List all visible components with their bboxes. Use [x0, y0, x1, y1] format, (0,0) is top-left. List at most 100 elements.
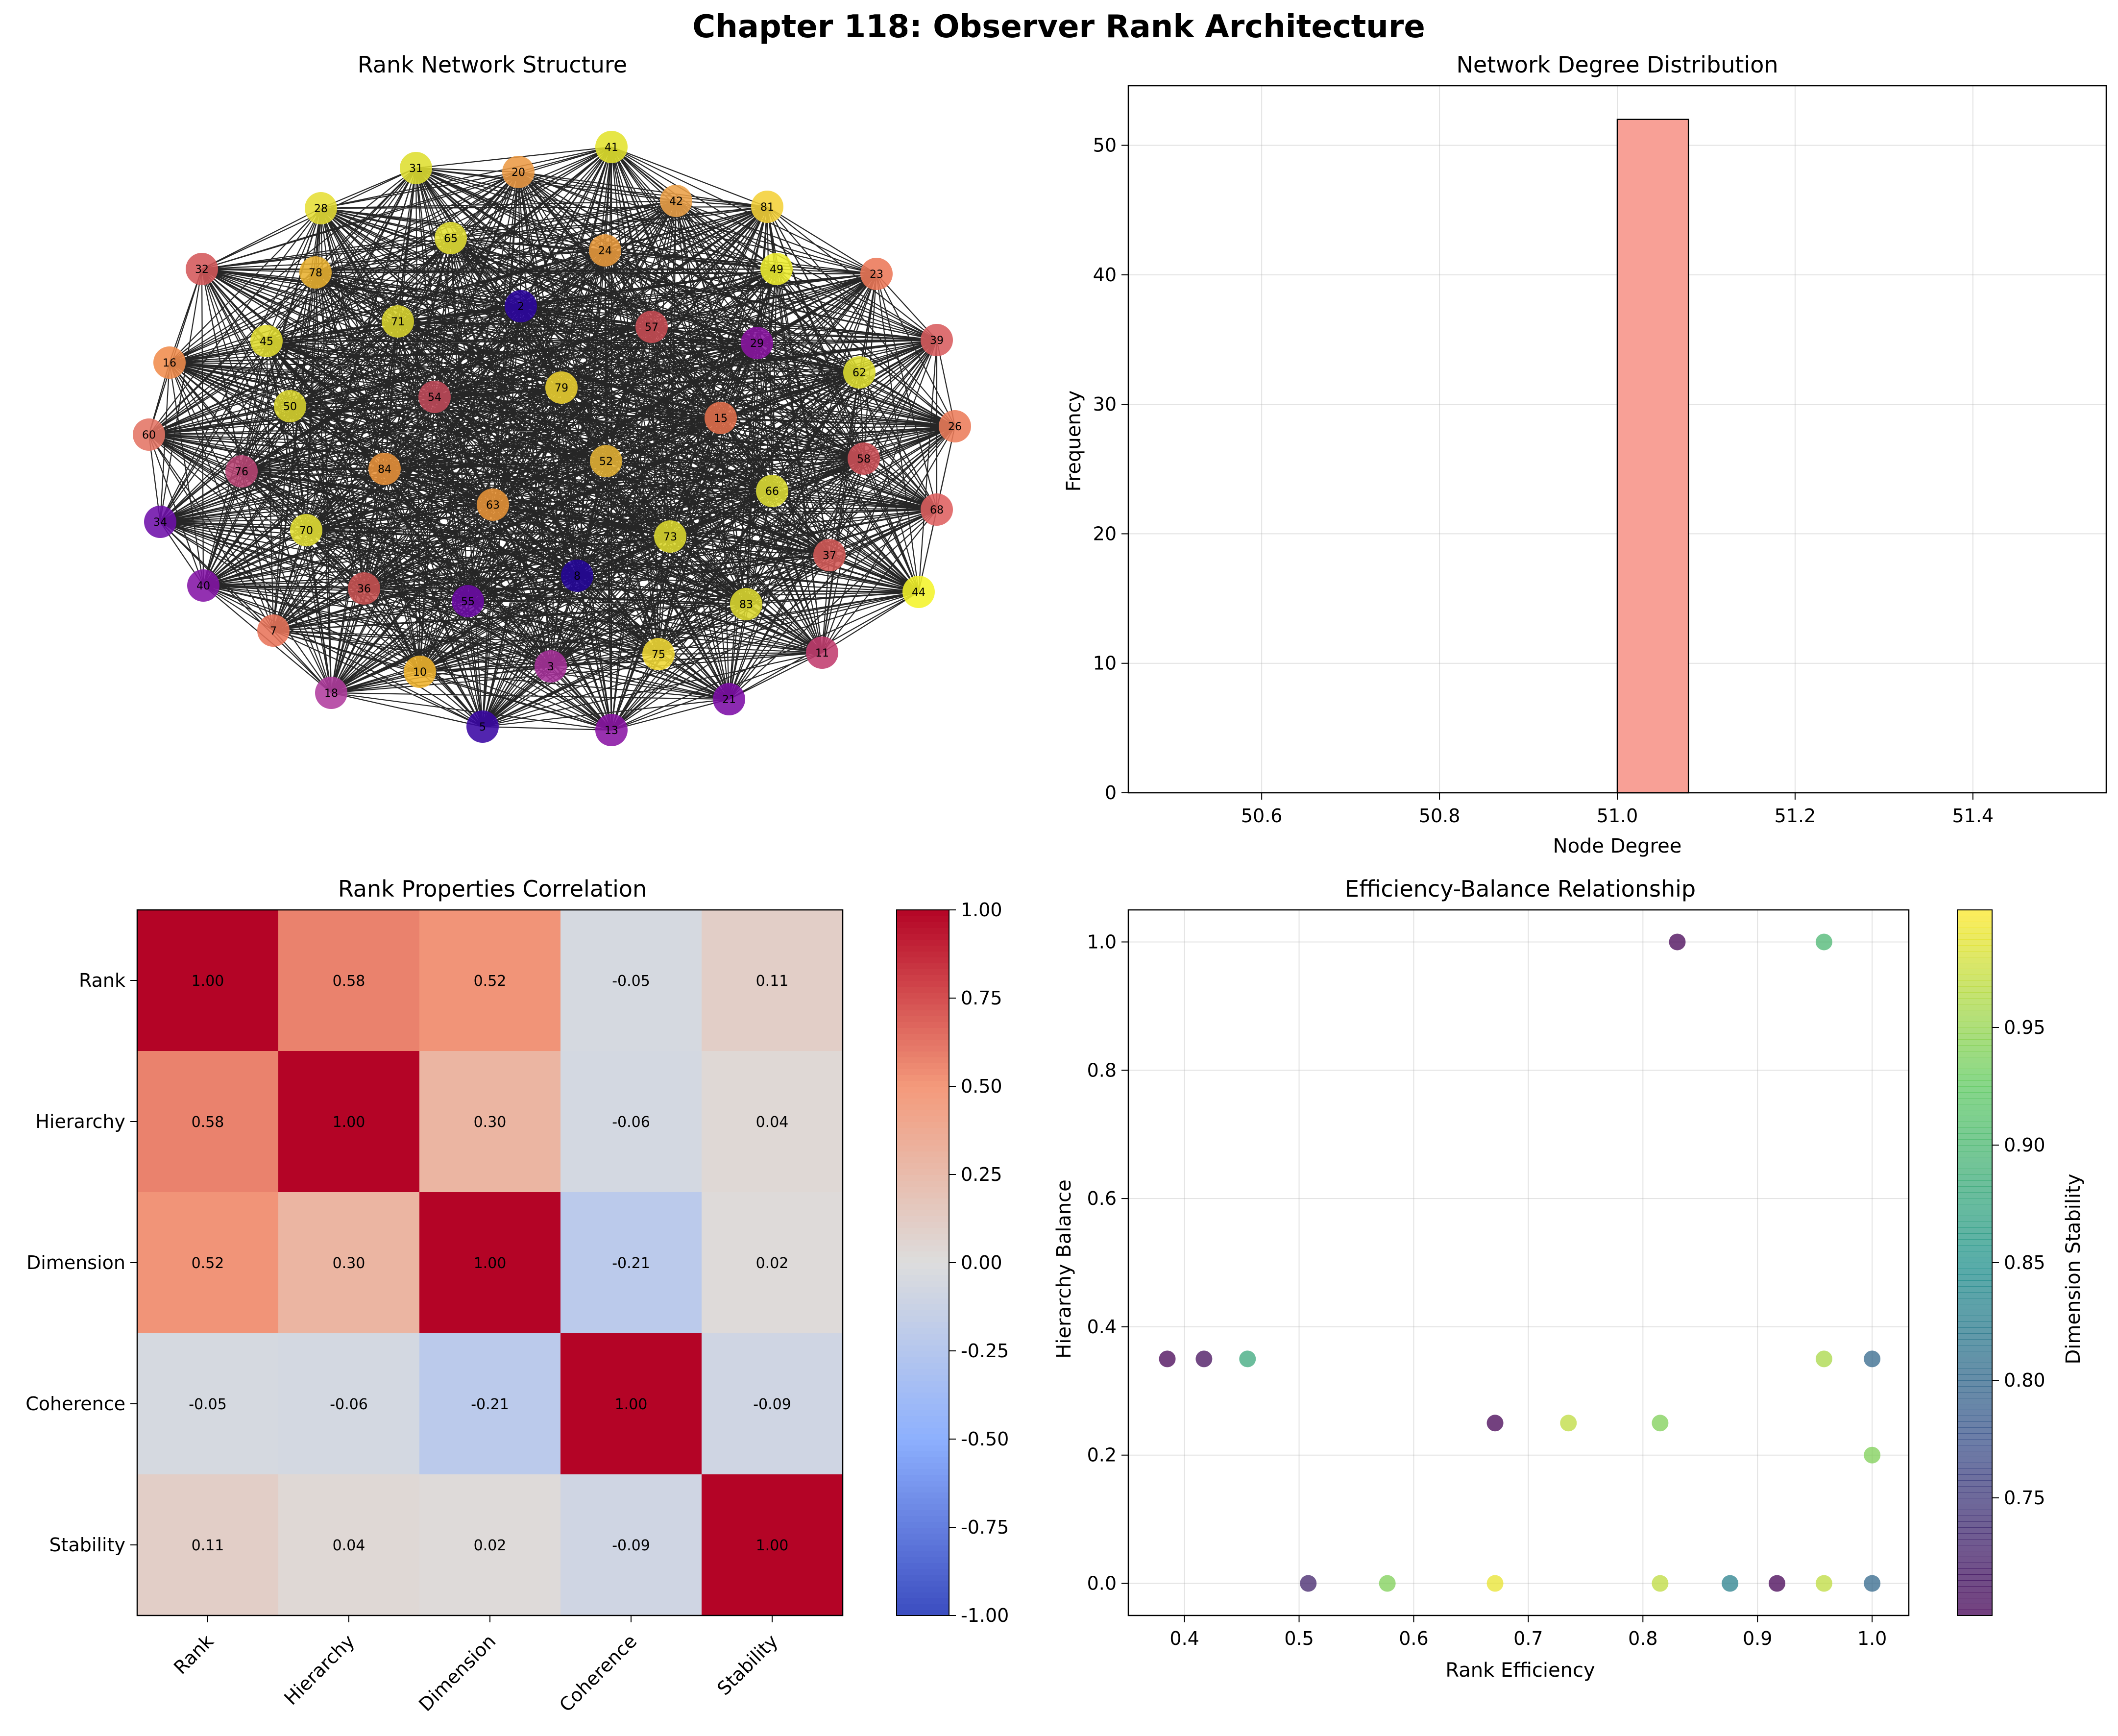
network-node-circle [505, 290, 537, 322]
heatmap-colorbar-segment [897, 1410, 949, 1416]
heatmap-cell-label: 1.00 [756, 1537, 789, 1554]
network-node-circle [635, 311, 668, 343]
scatter-point [1864, 1575, 1881, 1592]
scatter-colorbar-segment [1957, 1245, 1992, 1251]
heatmap-colorbar-segment [897, 1104, 949, 1110]
heatmap-colorbar-segment [897, 1298, 949, 1304]
network-node-circle [502, 156, 535, 188]
scatter-colorbar-segment [1957, 1033, 1992, 1040]
scatter-colorbar-segment [1957, 1592, 1992, 1598]
scatter-colorbar-segment [1957, 1345, 1992, 1351]
heatmap-colorbar-segment [897, 1204, 949, 1210]
scatter-colorbar-segment [1957, 1533, 1992, 1540]
heatmap-cell-label: -0.06 [330, 1396, 368, 1413]
scatter-colorbar-segment [1957, 1027, 1992, 1034]
scatter-colorbar-segment [1957, 1269, 1992, 1275]
heatmap-cell [702, 1192, 843, 1334]
heatmap-colorbar-segment [897, 1216, 949, 1222]
network-node: 8 [561, 560, 593, 592]
scatter-colorbar-segment [1957, 1075, 1992, 1081]
heatmap-colorbar-tick-label: 1.00 [961, 899, 1002, 921]
scatter-colorbar-segment [1957, 1580, 1992, 1587]
scatter-colorbar-segment [1957, 992, 1992, 999]
network-node-circle [642, 638, 675, 670]
heatmap-colorbar-segment [897, 1198, 949, 1204]
network-node-label: 13 [605, 725, 618, 737]
network-node-label: 23 [870, 269, 883, 281]
network-node-label: 39 [930, 335, 944, 347]
network-nodes: 2357810111315161820212324262829313234363… [133, 131, 971, 746]
heatmap-colorbar-segment [897, 1468, 949, 1475]
scatter-colorbar-segment [1957, 986, 1992, 993]
network-node-circle [153, 346, 186, 379]
scatter-colorbar-segment [1957, 1139, 1992, 1146]
heatmap-colorbar-segment [897, 1386, 949, 1393]
network-node-circle [305, 192, 337, 224]
heatmap-colorbar-tick-label: 0.00 [961, 1252, 1002, 1273]
network-node-label: 63 [486, 499, 500, 512]
scatter-colorbar-segment [1957, 1069, 1992, 1075]
scatter-colorbar-tick-label: 0.95 [2004, 1017, 2045, 1038]
scatter-point [1486, 1575, 1504, 1592]
network-node-label: 28 [314, 203, 328, 215]
heatmap-cell-label: 1.00 [615, 1396, 648, 1413]
scatter-colorbar-segment [1957, 1598, 1992, 1604]
network-node-label: 66 [765, 486, 779, 498]
histogram-xtick-label: 50.6 [1241, 805, 1283, 827]
scatter-colorbar-segment [1957, 1233, 1992, 1240]
scatter-colorbar-segment [1957, 1421, 1992, 1428]
heatmap-colorbar-segment [897, 1116, 949, 1122]
network-node: 16 [153, 346, 186, 379]
network-node-circle [921, 493, 953, 526]
network-node-circle [250, 325, 283, 357]
scatter-colorbar-segment [1957, 1122, 1992, 1128]
scatter-colorbar-segment [1957, 1563, 1992, 1569]
heatmap-cell [702, 1051, 843, 1193]
heatmap-colorbar-segment [897, 922, 949, 928]
heatmap-cell [419, 1051, 561, 1193]
network-node-circle [713, 683, 745, 715]
scatter-ytick-label: 0.2 [1087, 1444, 1117, 1466]
scatter-colorbar-segment [1957, 1151, 1992, 1157]
heatmap-colorbar-segment [897, 1163, 949, 1169]
network-node: 7 [257, 614, 290, 647]
histogram-xtick-label: 50.8 [1419, 805, 1461, 827]
network-node-circle [741, 327, 773, 359]
heatmap-colorbar-segment [897, 1016, 949, 1022]
scatter-colorbar-segment [1957, 1316, 1992, 1322]
heatmap-colorbar-tick-label: 0.75 [961, 987, 1002, 1009]
scatter-colorbar-segment [1957, 975, 1992, 981]
scatter-colorbar-segment [1957, 1092, 1992, 1099]
heatmap-colorbar-segment [897, 1180, 949, 1187]
scatter-point [1669, 933, 1686, 951]
scatter-colorbar-segment [1957, 1445, 1992, 1451]
heatmap-cell-label: 0.11 [192, 1537, 224, 1554]
network-node-label: 50 [283, 401, 297, 413]
heatmap-colorbar-segment [897, 1192, 949, 1198]
network-node: 2 [505, 290, 537, 322]
network-node-label: 84 [378, 464, 391, 476]
network-node-label: 57 [645, 321, 658, 334]
heatmap-cell-label: 1.00 [192, 973, 224, 990]
network-node-circle [705, 402, 737, 434]
scatter-colorbar-segment [1957, 1045, 1992, 1051]
scatter-colorbar-segment [1957, 1192, 1992, 1198]
network-node: 84 [368, 453, 401, 485]
heatmap-ytick-label: Coherence [25, 1393, 125, 1415]
scatter-ylabel: Hierarchy Balance [1053, 1179, 1075, 1359]
heatmap-colorbar-segment [897, 1292, 949, 1298]
heatmap-cell-label: 0.11 [756, 973, 789, 990]
network-node: 3 [535, 650, 567, 683]
network-node: 65 [435, 222, 467, 254]
network-node: 57 [635, 311, 668, 343]
heatmap-colorbar-segment [897, 1251, 949, 1257]
heatmap-colorbar-segment [897, 1063, 949, 1069]
heatmap-colorbar-segment [897, 1598, 949, 1604]
scatter-colorbar-segment [1957, 1263, 1992, 1269]
heatmap-colorbar-segment [897, 1186, 949, 1193]
heatmap-cell-label: 0.04 [756, 1114, 789, 1131]
scatter-xtick-label: 0.5 [1284, 1628, 1314, 1649]
network-node-label: 29 [750, 338, 764, 350]
scatter-colorbar-segment [1957, 1133, 1992, 1140]
scatter-colorbar-segment [1957, 1086, 1992, 1093]
